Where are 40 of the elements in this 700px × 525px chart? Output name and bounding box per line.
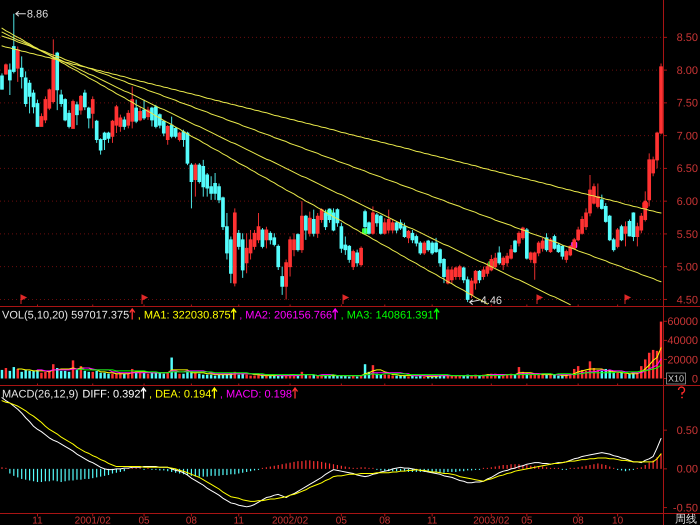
x-tick-label: 08 — [186, 516, 198, 525]
y-tick-label: 0.50 — [676, 424, 698, 437]
y-tick-label: 20000 — [667, 354, 698, 366]
x-tick-label: 05 — [521, 516, 533, 525]
legend-label: VOL(5,10,20) 597017.375 — [2, 310, 130, 322]
x-tick-label: 08 — [379, 516, 391, 525]
y-tick-label: 5.00 — [676, 262, 698, 274]
x-tick-label: 11 — [32, 516, 44, 525]
y-tick-label: 7.50 — [676, 98, 698, 110]
y-tick-label: 5.50 — [676, 228, 698, 241]
x-tick-label: 2003/02 — [473, 516, 510, 525]
x-tick-label: 05 — [336, 516, 348, 525]
y-tick-label: 8.00 — [676, 64, 698, 77]
text: 周线 — [675, 512, 697, 525]
legend-label: , MA1: 322030.875 — [138, 310, 231, 322]
legend-label: , MA3: 140861.391 — [340, 310, 434, 322]
x-tick-label: 2001/02 — [74, 516, 112, 525]
y-tick-label: 4.50 — [676, 294, 698, 306]
x-tick-label: 10 — [612, 516, 624, 525]
chart-title: MACD(26,12,9) — [2, 388, 78, 400]
annotation: 4.46 — [480, 294, 502, 307]
y-tick-label: -0.50 — [672, 502, 698, 514]
legend-label: , MA2: 206156.766 — [239, 310, 332, 322]
x-tick-label: 2002/02 — [272, 516, 309, 525]
annotation: 8.86 — [26, 8, 48, 21]
y-tick-label: 8.50 — [676, 32, 698, 44]
y-tick-label: 6.00 — [676, 196, 698, 208]
legend-label: DIFF: 0.392 — [82, 388, 140, 400]
y-tick-label: 7.00 — [676, 130, 698, 142]
x-tick-label: 11 — [426, 516, 438, 525]
legend-label: , DEA: 0.194 — [149, 388, 212, 400]
x-tick-label: 05 — [138, 516, 150, 525]
legend-label: , MACD: 0.198 — [220, 388, 292, 400]
x-tick-label: 11 — [234, 516, 244, 525]
y-tick-label: 60000 — [667, 316, 698, 328]
x-tick-label: 08 — [572, 516, 584, 525]
y-tick-label: 6.50 — [676, 163, 698, 176]
y-tick-label: 0 — [692, 373, 698, 386]
y-tick-label: 0.00 — [676, 464, 698, 476]
y-tick-label: 40000 — [667, 335, 698, 348]
